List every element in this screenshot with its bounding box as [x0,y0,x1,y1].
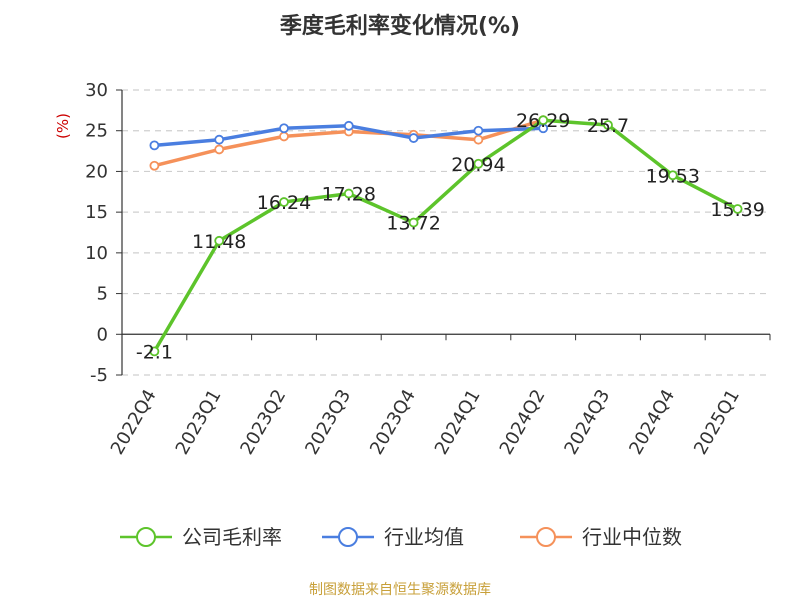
data-point [149,346,160,357]
data-point [473,125,484,136]
legend-item: 行业均值 [322,525,464,549]
data-point [667,170,678,181]
y-tick-label: 30 [85,80,108,101]
data-label: 15.39 [710,199,764,221]
x-tick-label: 2024Q1 [431,386,485,458]
data-point [279,123,289,134]
legend-item: 行业中位数 [520,525,682,549]
legend-label: 行业中位数 [582,525,682,549]
x-tick-label: 2024Q4 [625,386,679,458]
chart-title: 季度毛利率变化情况(%) [280,13,520,39]
y-tick-label: 25 [85,121,108,142]
data-point [279,197,289,207]
x-tick-label: 2023Q1 [172,386,226,458]
legend: 公司毛利率 行业均值 行业中位数 [120,525,682,549]
series-lines [149,115,743,357]
data-point [732,204,743,214]
data-point [343,188,354,199]
data-point [408,217,419,228]
data-point [149,160,160,171]
x-tick-label: 2023Q3 [301,386,355,458]
series-line [152,118,740,354]
data-label: 16.24 [257,192,311,214]
data-point [473,134,484,145]
legend-label: 行业均值 [384,525,464,549]
y-tick-label: 20 [85,161,108,182]
data-point [214,235,225,246]
y-tick-label: 15 [85,202,108,223]
legend-marker [338,527,358,547]
data-label: 20.94 [451,154,505,176]
data-point [603,120,613,130]
data-label: 11.48 [192,231,246,253]
data-label: 25.7 [587,115,629,137]
data-label: 26.29 [516,110,570,132]
data-point [408,133,419,143]
data-point [538,115,549,126]
series-1 [149,120,549,151]
y-tick-label: 0 [97,324,108,345]
legend-label: 公司毛利率 [182,525,282,549]
x-tick-label: 2025Q1 [690,386,744,458]
y-tick-label: -5 [90,365,108,386]
data-point [473,158,484,169]
data-labels: -2.1 11.48 16.24 17.28 13.72 20.94 26.29 25.7 19… [136,110,765,363]
data-label: 13.72 [386,213,440,235]
x-tick-label: 2023Q4 [366,386,420,458]
data-label: -2.1 [136,341,173,363]
data-point [343,120,354,131]
grid-lines [122,89,770,376]
data-label: 17.28 [322,184,376,206]
series-0 [149,115,743,357]
y-axis-unit-label: (%) [54,113,72,139]
x-tick-label: 2024Q3 [560,386,614,458]
data-point [149,140,160,151]
data-point [214,144,225,155]
data-label: 19.53 [646,165,700,187]
y-tick-label: 10 [85,243,108,264]
legend-marker [136,527,156,547]
y-tick-label: 5 [97,284,108,305]
legend-marker [536,527,556,547]
source-note: 制图数据来自恒生聚源数据库 [309,582,491,598]
data-point [279,131,289,142]
legend-item: 公司毛利率 [120,525,282,549]
data-point [214,134,225,145]
x-tick-label: 2022Q4 [107,386,161,458]
x-tick-label: 2023Q2 [236,386,290,458]
x-tick-label: 2024Q2 [496,386,550,458]
